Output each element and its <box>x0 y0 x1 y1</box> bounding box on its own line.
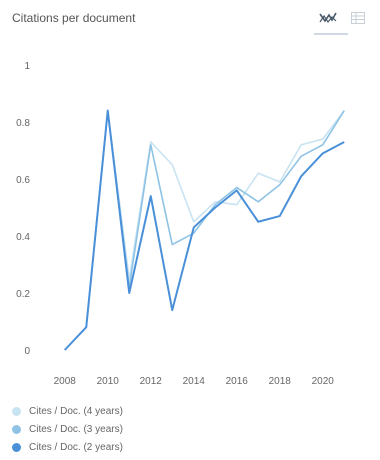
legend-item-2-years[interactable]: Cites / Doc. (2 years) <box>12 438 372 456</box>
y-tick-label: 0.4 <box>16 232 30 243</box>
chart-area: 0 0.2 0.4 0.6 0.8 1 2008 2010 2012 2014 2016 2018 2… <box>0 50 380 395</box>
legend-label: Cites / Doc. (3 years) <box>29 423 123 435</box>
x-tick-label: 2014 <box>183 376 206 387</box>
table-icon <box>351 12 365 24</box>
y-tick-label: 1 <box>24 61 30 72</box>
view-switcher <box>314 6 370 35</box>
chart-title: Citations per document <box>12 11 136 25</box>
x-tick-label: 2020 <box>312 376 335 387</box>
x-tick-label: 2012 <box>140 376 163 387</box>
legend-swatch <box>12 442 21 452</box>
chart-view-button[interactable] <box>314 6 348 35</box>
y-tick-label: 0.2 <box>16 289 30 300</box>
y-tick-label: 0.6 <box>16 175 30 186</box>
chart-legend: Cites / Doc. (4 years) Cites / Doc. (3 y… <box>12 402 372 456</box>
x-tick-label: 2016 <box>226 376 249 387</box>
line-chart: 00.20.40.60.81 2008 2010 2012 2014 2016 2018 2… <box>16 61 345 387</box>
x-tick-label: 2018 <box>269 376 292 387</box>
series-line-4-years[interactable] <box>64 109 345 351</box>
x-tick-label: 2010 <box>97 376 120 387</box>
legend-label: Cites / Doc. (4 years) <box>29 405 123 417</box>
legend-item-4-years[interactable]: Cites / Doc. (4 years) <box>12 402 372 420</box>
y-tick-label: 0.8 <box>16 118 30 129</box>
legend-label: Cites / Doc. (2 years) <box>29 441 123 453</box>
legend-item-3-years[interactable]: Cites / Doc. (3 years) <box>12 420 372 438</box>
series-layer <box>64 109 345 351</box>
series-line-3-years[interactable] <box>64 109 345 351</box>
line-chart-icon <box>319 12 337 24</box>
series-line-2-years[interactable] <box>64 109 345 351</box>
legend-swatch <box>12 406 21 416</box>
y-axis: 0 0.2 0.4 0.6 0.8 1 <box>16 61 30 357</box>
chart-header: Citations per document <box>0 0 380 40</box>
x-axis: 2008 2010 2012 2014 2016 2018 2020 <box>54 376 335 387</box>
table-view-button[interactable] <box>346 6 370 30</box>
x-tick-label: 2008 <box>54 376 77 387</box>
y-tick-label: 0 <box>24 346 30 357</box>
legend-swatch <box>12 424 21 434</box>
